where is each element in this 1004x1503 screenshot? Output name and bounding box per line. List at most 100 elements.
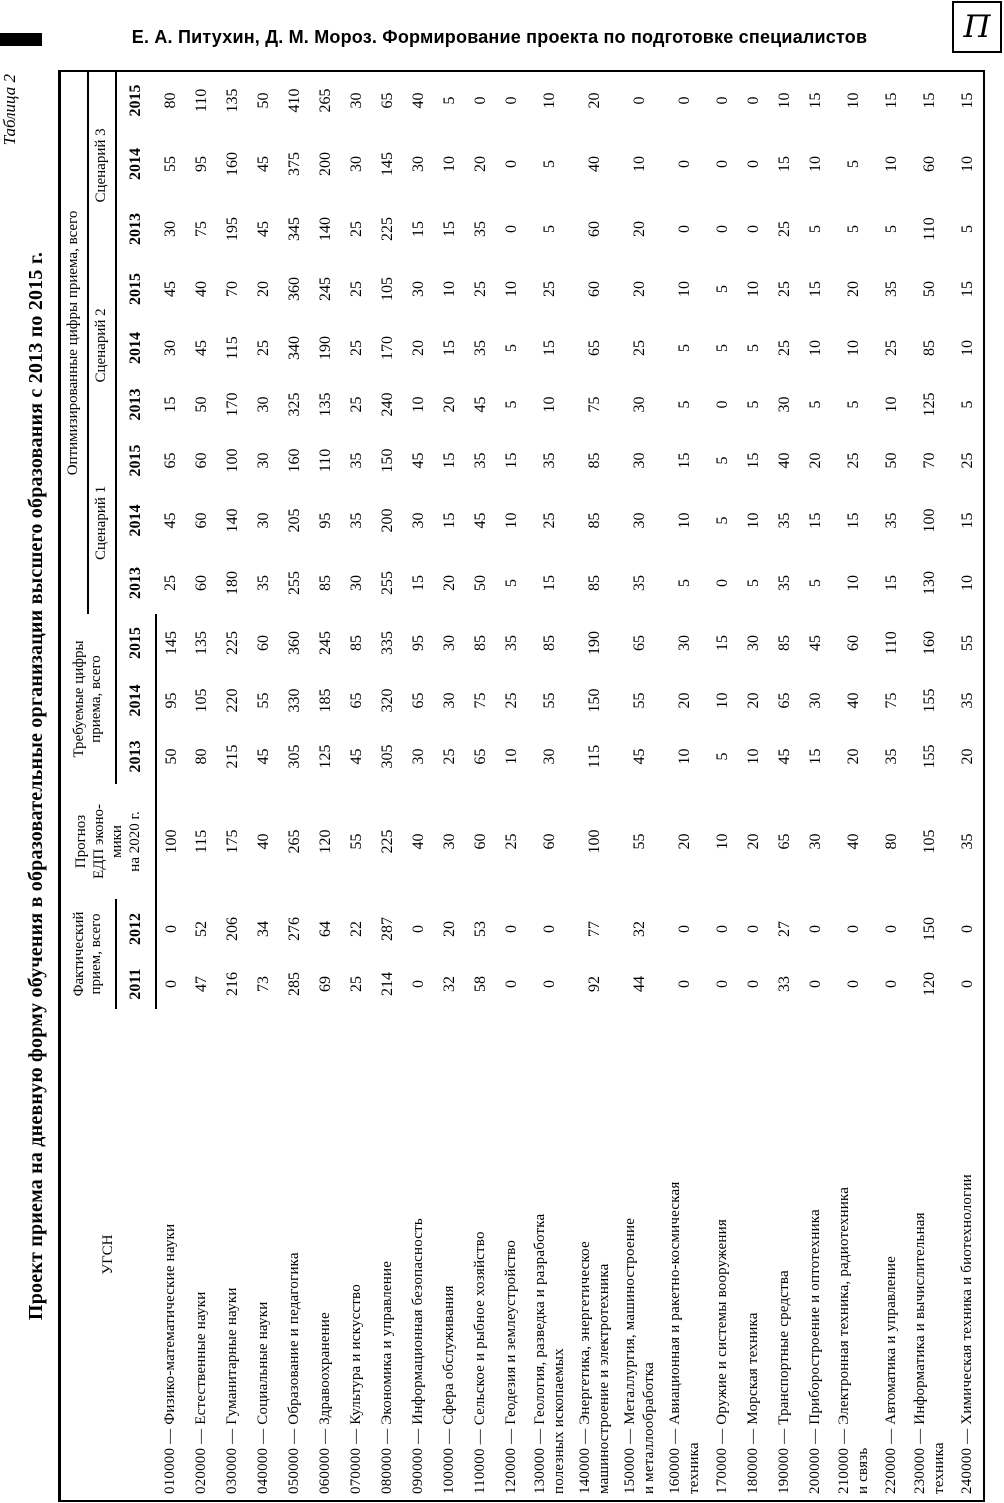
ugsn-label: 070000 — Культура и искусство: [342, 1009, 373, 1501]
value-cell: 0: [676, 980, 693, 988]
value-cell: 5: [714, 343, 731, 352]
value-cell: 150: [379, 448, 396, 473]
ugsn-label-line: 170000 — Оружие и системы вооружения: [714, 1219, 731, 1494]
value-cell: 0: [676, 925, 693, 933]
value-cell: 115: [224, 336, 241, 360]
ugsn-label-line: 140000 — Энергетика, энергетическое: [576, 1241, 593, 1494]
value-cell: 0: [845, 980, 862, 988]
value-cell: 85: [541, 634, 558, 651]
value-cell: 10: [714, 692, 731, 709]
value-cell: 25: [348, 280, 365, 297]
value-cell: 35: [776, 574, 793, 591]
value-cell: 50: [255, 92, 272, 109]
table-row: 180000 — Морская техника 0 0 20 10 20 30 5 10 15 5…: [739, 71, 770, 1501]
value-cell: 95: [162, 692, 180, 709]
value-cell: 0: [676, 159, 693, 168]
value-cell: 55: [541, 692, 558, 709]
value-cell: 25: [845, 452, 862, 469]
col-header-year: 2014: [127, 504, 144, 537]
value-cell: 105: [921, 829, 938, 854]
value-cell: 110: [883, 631, 900, 655]
table-row: 130000 — Геология, разведка и разработка…: [528, 71, 573, 1501]
value-cell: 55: [255, 692, 272, 709]
value-cell: 225: [224, 630, 241, 655]
value-cell: 0: [162, 925, 180, 933]
value-cell: 40: [410, 833, 427, 850]
value-cell: 25: [503, 833, 520, 850]
ugsn-label: 220000 — Автоматика и управление: [877, 1009, 908, 1501]
value-cell: 25: [883, 339, 900, 356]
value-cell: 10: [807, 339, 824, 356]
table-row: 040000 — Социальные науки 73 34 40 45 55 60 35 3…: [249, 71, 280, 1501]
value-cell: 60: [845, 634, 862, 651]
col-header-year: 2011: [115, 959, 156, 1009]
value-cell: 5: [676, 343, 693, 352]
value-cell: 65: [348, 692, 365, 709]
value-cell: 5: [503, 578, 520, 587]
value-cell: 0: [745, 224, 762, 233]
value-cell: 65: [776, 692, 793, 709]
value-cell: 45: [410, 452, 427, 469]
value-cell: 25: [776, 339, 793, 356]
table-row: 190000 — Транспортные средства 33 27 65 45 65…: [770, 71, 801, 1501]
value-cell: 5: [541, 224, 558, 233]
value-cell: 60: [255, 634, 272, 651]
value-cell: 15: [745, 452, 762, 469]
table-row: 170000 — Оружие и системы вооружения 0 0 10…: [708, 71, 739, 1501]
value-cell: 200: [317, 151, 334, 176]
forecast-header-line: ЕДП эконо-: [90, 804, 107, 879]
value-cell: 225: [379, 829, 396, 854]
ugsn-label: 010000 — Физико-математические науки: [156, 1009, 187, 1501]
value-cell: 30: [410, 512, 427, 529]
value-cell: 40: [193, 280, 210, 297]
value-cell: 40: [255, 833, 272, 850]
col-header-year: 2013: [115, 728, 156, 784]
table-row: 230000 — Информатика и вычислительная тех…: [908, 71, 953, 1501]
value-cell: 30: [441, 692, 458, 709]
journal-logo: П: [952, 1, 1002, 53]
col-header-required-figures: Требуемые цифры приема, всего: [59, 613, 116, 784]
value-cell: 0: [410, 925, 427, 933]
value-cell: 30: [441, 634, 458, 651]
value-cell: 45: [255, 220, 272, 237]
value-cell: 150: [586, 688, 603, 713]
value-cell: 0: [807, 980, 824, 988]
value-cell: 60: [541, 833, 558, 850]
value-cell: 0: [714, 925, 731, 933]
ugsn-label-line: 200000 — Приборостроение и оптотехника: [807, 1209, 824, 1494]
value-cell: 10: [745, 748, 762, 765]
value-cell: 0: [714, 578, 731, 587]
value-cell: 45: [348, 748, 365, 765]
value-cell: 35: [958, 833, 976, 850]
value-cell: 15: [714, 634, 731, 651]
value-cell: 0: [845, 925, 862, 933]
value-cell: 0: [676, 96, 693, 105]
value-cell: 190: [317, 335, 334, 360]
col-header-year: 2015: [127, 84, 144, 117]
value-cell: 15: [958, 280, 976, 297]
value-cell: 30: [348, 92, 365, 109]
value-cell: 305: [379, 744, 396, 769]
value-cell: 45: [162, 280, 179, 297]
table-row: 210000 — Электронная техника, радиотехни…: [832, 71, 877, 1501]
table-title: Проект приема на дневную форму обучения …: [25, 251, 47, 1321]
table-row: 060000 — Здравоохранение 69 64 120 125 185 245…: [311, 71, 342, 1501]
value-cell: 20: [807, 452, 824, 469]
value-cell: 73: [255, 976, 272, 992]
value-cell: 245: [317, 630, 334, 655]
value-cell: 5: [503, 400, 520, 409]
value-cell: 0: [745, 980, 762, 988]
value-cell: 44: [631, 976, 648, 992]
value-cell: 10: [410, 396, 427, 413]
value-cell: 105: [379, 276, 396, 301]
value-cell: 225: [379, 216, 396, 241]
value-cell: 330: [286, 688, 303, 713]
table-landscape-content: Таблица 2 Проект приема на дневную форму…: [0, 69, 998, 1502]
value-cell: 110: [921, 217, 938, 241]
value-cell: 155: [921, 744, 938, 769]
value-cell: 15: [441, 452, 458, 469]
value-cell: 0: [958, 925, 976, 933]
value-cell: 15: [883, 574, 900, 591]
value-cell: 65: [631, 634, 648, 651]
value-cell: 0: [541, 980, 558, 988]
